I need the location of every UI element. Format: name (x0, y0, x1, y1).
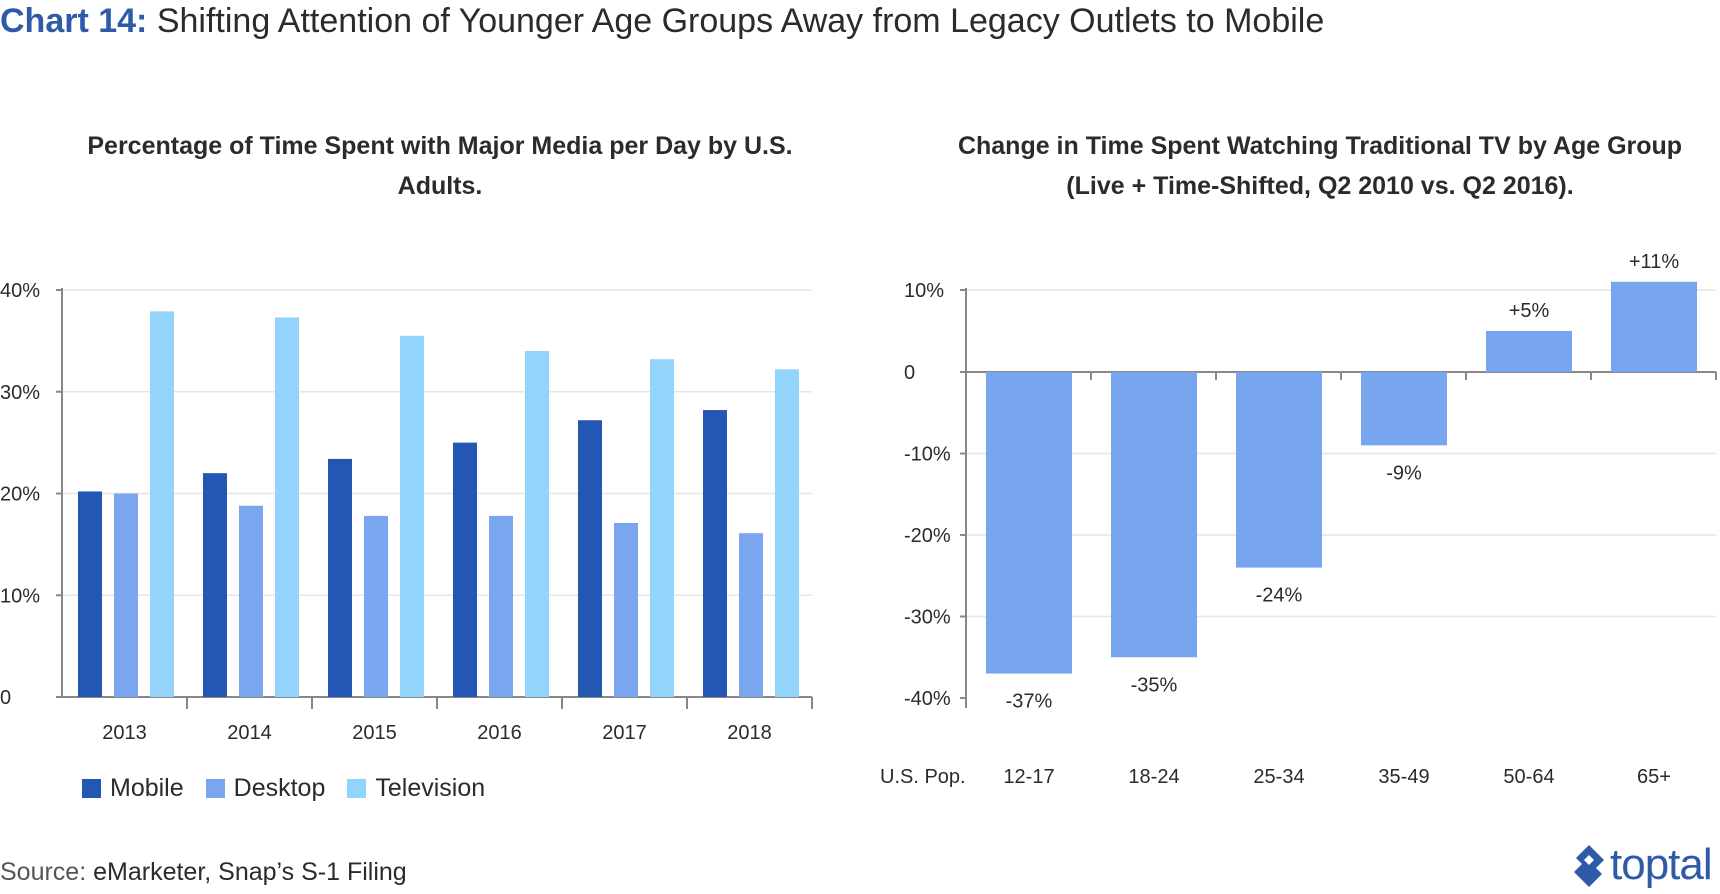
main-title: Chart 14: Shifting Attention of Younger … (0, 2, 1324, 41)
right-y-tick-label: 10% (904, 280, 944, 302)
bar-television-2017 (650, 359, 674, 697)
bar-television-2018 (775, 369, 799, 697)
legend-swatch-television (347, 779, 367, 798)
left-y-tick-label: 0 (0, 687, 11, 709)
legend-item-desktop: Desktop (205, 774, 326, 803)
right-x-tick-label: 12-17 (1003, 766, 1054, 788)
bar-television-2016 (525, 351, 549, 697)
bar-tv-change-18-24 (1111, 372, 1197, 658)
right-chart-title: Change in Time Spent Watching Traditiona… (957, 132, 1683, 200)
data-label-50-64: +5% (1509, 300, 1550, 322)
left-chart-title: Percentage of Time Spent with Major Medi… (87, 132, 793, 200)
data-label-12-17: -37% (1006, 691, 1053, 713)
right-bar-chart: -40% -30% -20% -10% 0 10% -37% 12-17 -35% 18-24 -2… (880, 251, 1717, 788)
left-y-tick-label: 10% (0, 585, 40, 607)
bar-desktop-2016 (489, 515, 513, 697)
data-label-25-34: -24% (1256, 585, 1303, 607)
left-x-tick-label: 2015 (352, 722, 397, 744)
right-x-tick-label: 35-49 (1378, 766, 1429, 788)
data-label-65+: +11% (1629, 251, 1679, 273)
bar-tv-change-12-17 (986, 372, 1072, 674)
legend: Mobile Desktop Television (82, 774, 485, 803)
bar-mobile-2018 (703, 410, 727, 697)
legend-label-desktop: Desktop (233, 774, 326, 802)
legend-item-mobile: Mobile (82, 774, 184, 803)
bar-desktop-2018 (739, 533, 763, 697)
bar-tv-change-65+ (1611, 281, 1697, 372)
toptal-logo: toptal (1572, 840, 1713, 890)
legend-item-television: Television (347, 774, 485, 803)
right-y-tick-label: 0 (904, 362, 915, 384)
chart-number: Chart 14: (0, 2, 148, 40)
bar-television-2013 (150, 311, 174, 697)
right-y-tick-label: -20% (904, 525, 951, 547)
toptal-logo-mark-icon (1574, 845, 1604, 887)
left-y-tick-label: 30% (0, 382, 40, 404)
left-x-tick-label: 2016 (477, 722, 522, 744)
right-x-tick-label: 25-34 (1253, 766, 1304, 788)
bar-mobile-2013 (78, 491, 102, 697)
legend-swatch-desktop (205, 779, 225, 798)
source-note: Source: eMarketer, Snap’s S-1 Filing (0, 858, 407, 887)
left-y-tick-label: 40% (0, 280, 40, 302)
data-label-35-49: -9% (1386, 462, 1422, 484)
left-x-tick-label: 2017 (602, 722, 647, 744)
bar-mobile-2015 (328, 458, 352, 697)
right-y-tick-label: -10% (904, 444, 951, 466)
legend-swatch-mobile (82, 779, 101, 798)
right-y-tick-label: -30% (904, 607, 951, 629)
chart-title: Shifting Attention of Younger Age Groups… (156, 2, 1325, 40)
bar-television-2014 (275, 317, 299, 697)
bar-tv-change-50-64 (1486, 331, 1572, 372)
bar-desktop-2015 (364, 515, 388, 697)
toptal-logo-text: toptal (1610, 840, 1713, 889)
right-x-tick-label: 50-64 (1503, 766, 1554, 788)
left-y-tick-label: 20% (0, 484, 40, 506)
right-x-prefix-label: U.S. Pop. (880, 766, 966, 788)
right-x-tick-label: 65+ (1637, 766, 1671, 788)
left-x-tick-label: 2013 (102, 722, 147, 744)
bar-mobile-2014 (203, 473, 227, 697)
bar-tv-change-35-49 (1361, 372, 1447, 446)
left-x-tick-label: 2014 (227, 722, 272, 744)
source-label: Source: (0, 858, 87, 886)
left-x-tick-label: 2018 (727, 722, 772, 744)
right-y-tick-label: -40% (904, 688, 951, 710)
bar-television-2015 (400, 335, 424, 697)
left-bar-chart: 0 10% 20% 30% 40% 2013 2014 2015 2016 2017 2018 (0, 280, 813, 744)
data-label-18-24: -35% (1131, 674, 1178, 696)
bar-desktop-2014 (239, 505, 263, 697)
right-x-tick-label: 18-24 (1128, 766, 1179, 788)
bar-mobile-2017 (578, 420, 602, 697)
bar-desktop-2013 (114, 493, 138, 697)
bar-mobile-2016 (453, 442, 477, 697)
bar-tv-change-25-34 (1236, 372, 1322, 568)
source-text: eMarketer, Snap’s S-1 Filing (93, 858, 407, 886)
bar-desktop-2017 (614, 523, 638, 697)
legend-label-television: Television (375, 774, 486, 802)
legend-label-mobile: Mobile (110, 774, 184, 802)
